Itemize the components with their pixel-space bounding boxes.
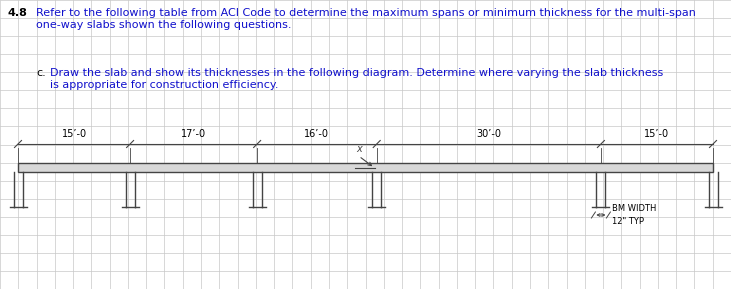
Text: 4.8: 4.8 <box>8 8 28 18</box>
Text: 30’-0: 30’-0 <box>477 129 501 139</box>
Text: 15’-0: 15’-0 <box>61 129 86 139</box>
Text: 17’-0: 17’-0 <box>181 129 206 139</box>
Text: 16’-0: 16’-0 <box>304 129 330 139</box>
Text: BM WIDTH: BM WIDTH <box>613 204 656 213</box>
Text: 15’-0: 15’-0 <box>645 129 670 139</box>
Text: 12" TYP: 12" TYP <box>613 217 645 226</box>
Text: Refer to the following table from ACI Code to determine the maximum spans or min: Refer to the following table from ACI Co… <box>36 8 696 29</box>
Bar <box>18 163 713 172</box>
Text: Draw the slab and show its thicknesses in the following diagram. Determine where: Draw the slab and show its thicknesses i… <box>50 68 663 90</box>
Text: x: x <box>356 144 362 154</box>
Text: c.: c. <box>36 68 46 78</box>
